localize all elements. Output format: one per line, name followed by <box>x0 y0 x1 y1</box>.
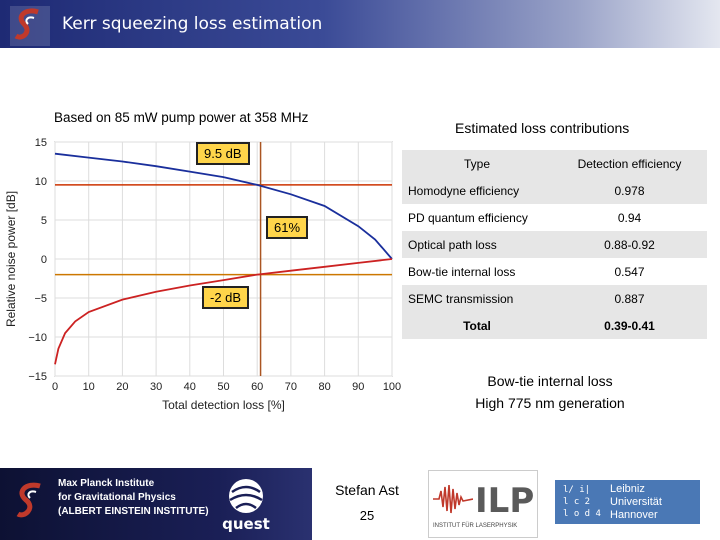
speaker-name: Stefan Ast <box>335 482 399 498</box>
table-row: Homodyne efficiency 0.978 <box>402 177 707 204</box>
row-type: Total <box>402 312 552 339</box>
y-tick-label: −5 <box>34 293 47 305</box>
ilp-logo: ILP INSTITUT FÜR LASERPHYSIK <box>428 470 538 538</box>
x-tick-label: 50 <box>217 381 229 393</box>
quest-label: quest <box>222 515 270 532</box>
loss-note: Bow-tie internal loss High 775 nm genera… <box>450 370 650 414</box>
callout-squeezing: -2 dB <box>202 286 250 309</box>
x-tick-label: 60 <box>251 381 263 393</box>
quest-logo-icon: quest <box>222 479 270 532</box>
x-axis-label: Total detection loss [%] <box>162 398 285 412</box>
mpi-text: Max Planck Institute for Gravitational P… <box>58 477 209 519</box>
title-bar: Kerr squeezing loss estimation <box>0 0 720 48</box>
noise-vs-loss-chart: 0 10 20 30 40 50 60 70 80 90 100151050−5−10−15Tota… <box>4 137 401 412</box>
luh-line-1: Leibniz <box>610 483 645 495</box>
note-line-2: High 775 nm generation <box>475 395 625 411</box>
x-tick-label: 0 <box>52 381 58 393</box>
x-tick-label: 10 <box>83 381 95 393</box>
loss-table: Type Detection efficiency Homodyne effic… <box>402 150 707 339</box>
row-value: 0.887 <box>552 285 707 312</box>
note-line-1: Bow-tie internal loss <box>487 373 613 389</box>
ilp-subtitle: INSTITUT FÜR LASERPHYSIK <box>433 523 518 529</box>
y-tick-label: 0 <box>41 254 47 266</box>
table-row: SEMC transmission 0.887 <box>402 285 707 312</box>
luh-logo: l/ i| l c 2 l o d 4 Leibniz Universität … <box>555 480 700 524</box>
y-tick-label: −10 <box>28 332 47 344</box>
y-tick-label: 5 <box>41 215 47 227</box>
y-tick-label: 10 <box>35 176 47 188</box>
row-type: PD quantum efficiency <box>402 204 552 231</box>
luh-line-3: Hannover <box>610 509 658 521</box>
x-tick-label: 80 <box>318 381 330 393</box>
x-tick-label: 40 <box>184 381 196 393</box>
col-header-efficiency: Detection efficiency <box>552 150 707 177</box>
table-header-row: Type Detection efficiency <box>402 150 707 177</box>
series-line-anti-squeezing <box>54 152 393 260</box>
y-tick-label: 15 <box>35 137 47 149</box>
row-type: SEMC transmission <box>402 285 552 312</box>
row-value: 0.88-0.92 <box>552 231 707 258</box>
table-row: Bow-tie internal loss 0.547 <box>402 258 707 285</box>
table-row: Optical path loss 0.88-0.92 <box>402 231 707 258</box>
chart-subtitle: Based on 85 mW pump power at 358 MHz <box>54 110 309 125</box>
luh-line-2: Universität <box>610 496 662 508</box>
mpi-line-2: for Gravitational Physics <box>58 492 176 503</box>
row-type: Optical path loss <box>402 231 552 258</box>
row-value: 0.978 <box>552 177 707 204</box>
y-tick-label: −15 <box>28 371 47 383</box>
luh-mark: l/ i| l c 2 l o d 4 <box>563 485 601 519</box>
mpi-line-3: (ALBERT EINSTEIN INSTITUTE) <box>58 506 209 517</box>
table-total-row: Total 0.39-0.41 <box>402 312 707 339</box>
table-title: Estimated loss contributions <box>455 120 630 136</box>
mpg-footer-logo-icon <box>16 482 41 518</box>
row-value: 0.39-0.41 <box>552 312 707 339</box>
col-header-type: Type <box>402 150 552 177</box>
footer: Max Planck Institute for Gravitational P… <box>0 468 720 540</box>
table-row: PD quantum efficiency 0.94 <box>402 204 707 231</box>
callout-loss-percent: 61% <box>266 216 309 239</box>
speaker-info: Stefan Ast 25 <box>312 468 422 523</box>
x-tick-label: 30 <box>150 381 162 393</box>
page-number: 25 <box>359 508 375 523</box>
x-tick-label: 90 <box>352 381 364 393</box>
mpi-banner: Max Planck Institute for Gravitational P… <box>0 468 312 540</box>
row-value: 0.547 <box>552 258 707 285</box>
callout-antisqueezing: 9.5 dB <box>196 142 250 165</box>
series-line-squeezing <box>54 258 393 365</box>
x-tick-label: 70 <box>285 381 297 393</box>
page-title: Kerr squeezing loss estimation <box>62 14 323 34</box>
row-type: Homodyne efficiency <box>402 177 552 204</box>
mpg-logo-icon <box>10 6 50 46</box>
x-tick-label: 20 <box>116 381 128 393</box>
ilp-wordmark: ILP <box>475 481 535 521</box>
ilp-signal-icon <box>433 483 473 515</box>
row-value: 0.94 <box>552 204 707 231</box>
row-type: Bow-tie internal loss <box>402 258 552 285</box>
mpi-line-1: Max Planck Institute <box>58 478 155 489</box>
y-axis-label: Relative noise power [dB] <box>4 191 18 327</box>
luh-text: Leibniz Universität Hannover <box>610 483 662 522</box>
x-tick-label: 100 <box>383 381 401 393</box>
